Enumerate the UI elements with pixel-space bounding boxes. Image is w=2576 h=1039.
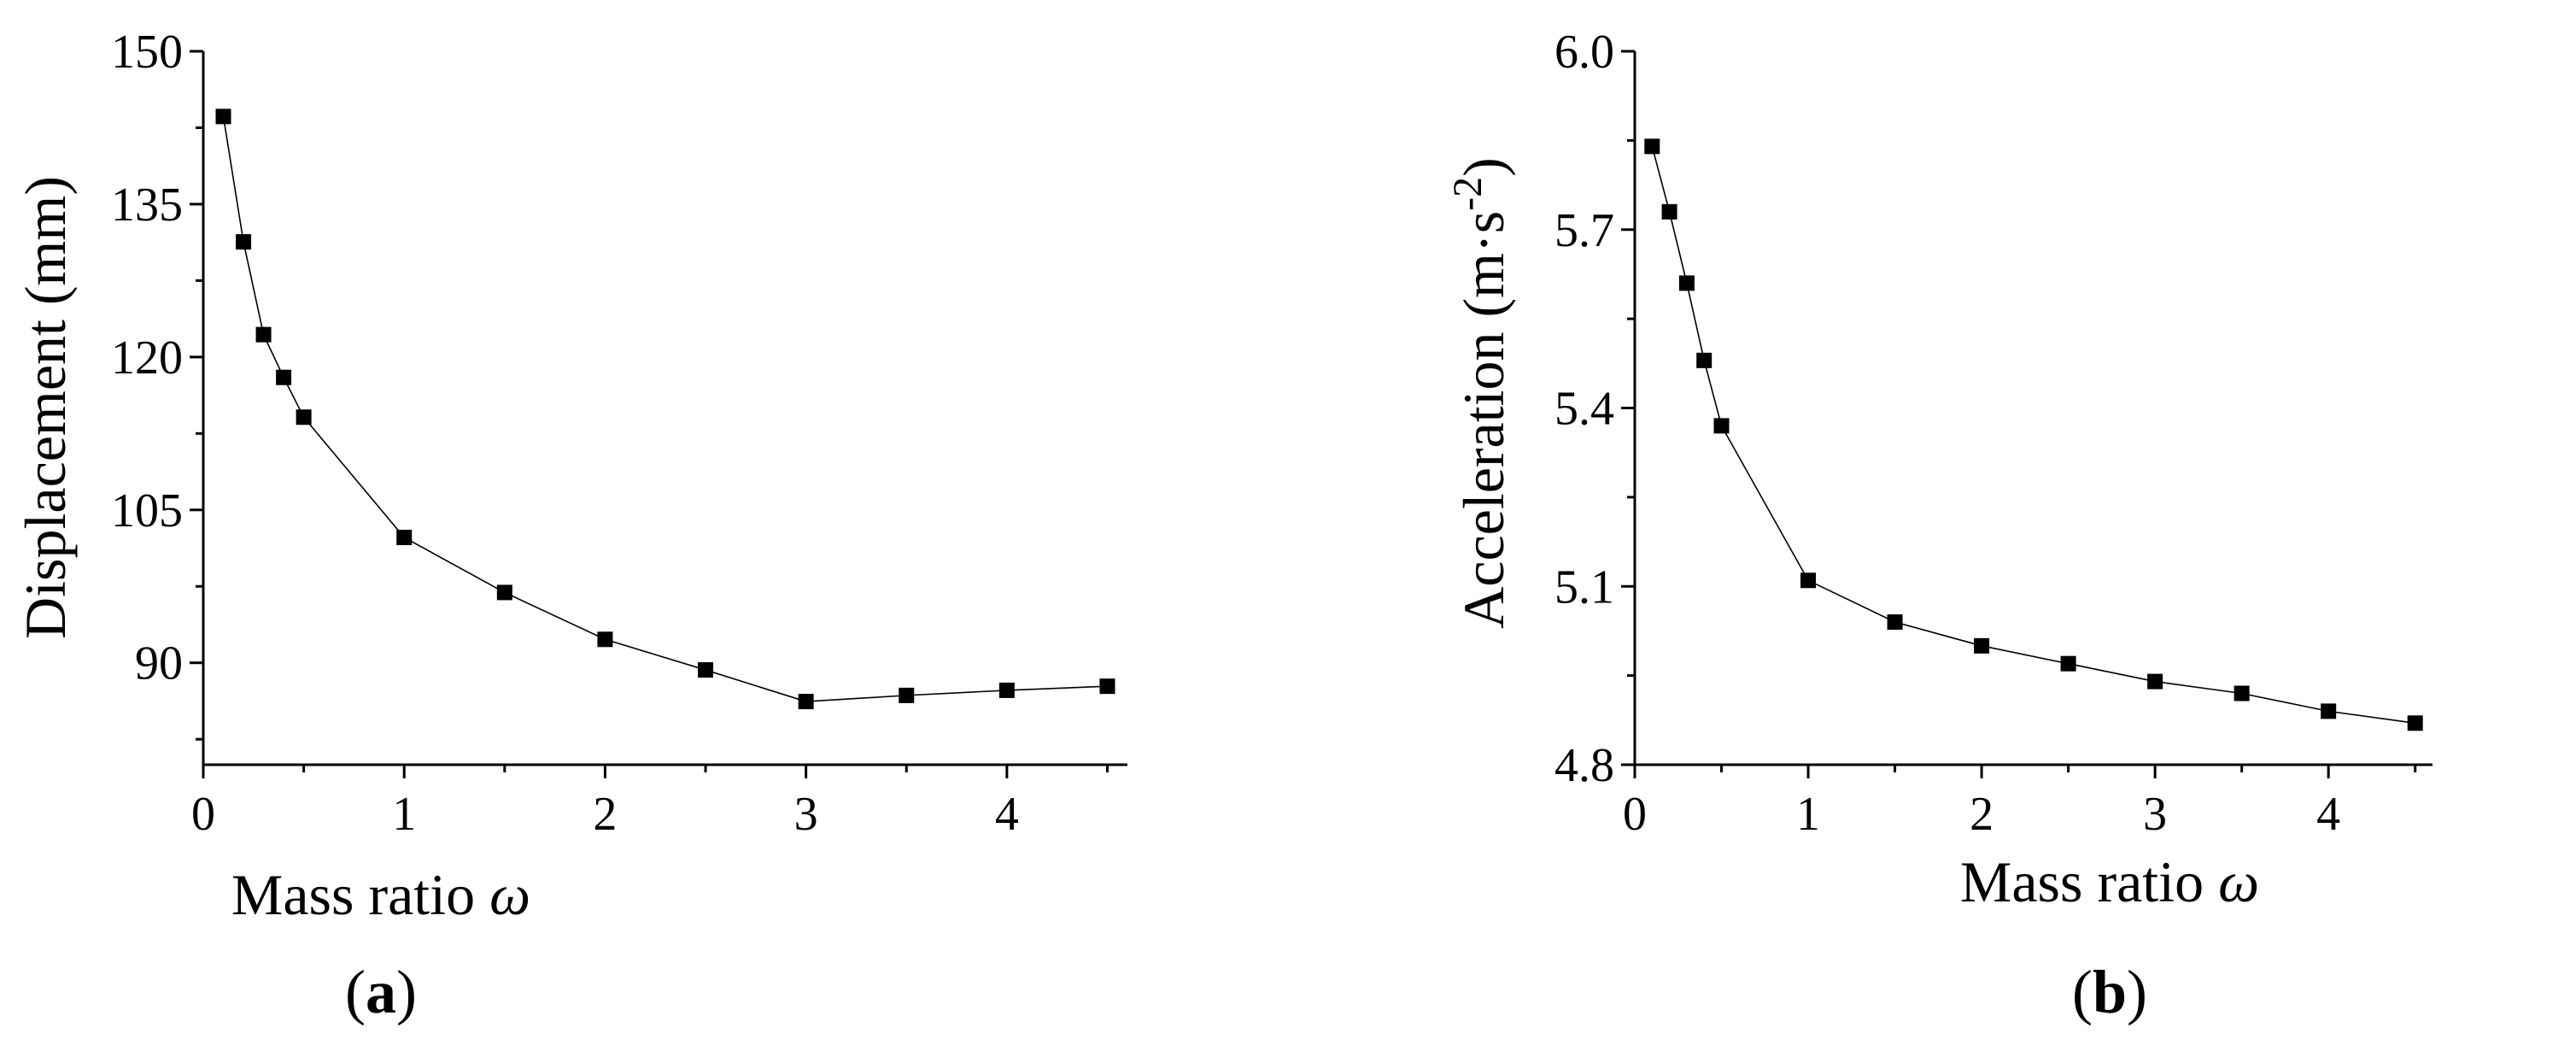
panel-a-x-tick-label: 1 — [392, 788, 416, 841]
panel-b-data-point — [1887, 614, 1903, 630]
panel-a-x-tick-label: 2 — [593, 788, 617, 841]
panel-a-data-point — [276, 369, 292, 385]
panel-a-data-point — [496, 584, 512, 601]
panel-a-x-tick-label: 0 — [191, 788, 215, 841]
panel-b-y-tick-label: 5.7 — [1554, 204, 1614, 257]
panel-a-y-tick-label: 150 — [111, 26, 183, 79]
panel-a-data-point — [597, 631, 613, 648]
panel-b-y-tick-label: 5.4 — [1554, 383, 1614, 436]
panel-b-caption: (b) — [2072, 958, 2147, 1026]
panel-a-data-point — [1099, 678, 1115, 695]
panel-b-x-tick-label: 4 — [2316, 788, 2340, 841]
panel-b-x-tick-label: 0 — [1623, 788, 1647, 841]
panel-b-series-line — [1651, 146, 2415, 725]
panel-b-x-tick-label: 1 — [1796, 788, 1820, 841]
panel-a-data-point — [998, 682, 1015, 698]
panel-a-data-point — [798, 694, 814, 710]
panel-a-displacement-chart: 0 1 2 3 4 90 105 120 135 150 Mass ratio ω Displac… — [13, 26, 1127, 1026]
panel-b-data-point — [1974, 637, 1990, 654]
panel-b-data-point — [1800, 572, 1817, 589]
panel-a-data-point — [215, 109, 231, 125]
panel-a-x-tick-label: 4 — [995, 788, 1019, 841]
panel-b-data-point — [1661, 203, 1677, 220]
panel-b-data-point — [1696, 352, 1712, 368]
panel-a-y-tick-label: 135 — [111, 179, 183, 232]
panel-b-data-point — [1713, 418, 1730, 434]
panel-a-xlabel: Mass ratio ω — [231, 862, 530, 927]
panel-b-data-point — [1678, 275, 1695, 291]
panel-a-data-point — [396, 529, 413, 545]
panel-a-y-tick-label: 90 — [135, 637, 183, 690]
panel-b-data-point — [2407, 715, 2423, 731]
panel-a-series-line — [222, 116, 1108, 702]
panel-b-x-tick-label: 3 — [2143, 788, 2167, 841]
panel-b-ylabel: Acceleration (m·s-2) — [1445, 157, 1516, 629]
panel-b-data-point — [2147, 673, 2163, 690]
panel-a-data-point — [236, 234, 252, 250]
panel-a-ylabel: Displacement (mm) — [13, 176, 78, 639]
panel-b-x-tick-label: 2 — [1970, 788, 1993, 841]
panel-b-y-tick-label: 4.8 — [1554, 739, 1614, 792]
panel-a-data-point — [698, 662, 714, 678]
panel-b-y-tick-label: 6.0 — [1554, 26, 1614, 79]
panel-b-data-point — [2060, 655, 2076, 672]
panel-b-data-point — [2321, 703, 2337, 719]
panel-a-caption: (a) — [345, 958, 417, 1026]
panel-b-acceleration-chart: 0 1 2 3 4 4.8 5.1 5.4 5.7 6.0 Mass ratio ω Accele… — [1445, 26, 2433, 1026]
panel-b-y-tick-label: 5.1 — [1554, 561, 1614, 613]
panel-a-data-point — [296, 409, 312, 426]
panel-b-data-point — [2234, 685, 2250, 701]
panel-b-data-point — [1644, 138, 1660, 155]
panel-b-xlabel: Mass ratio ω — [1960, 849, 2259, 914]
panel-a-y-tick-label: 105 — [111, 484, 183, 537]
panel-a-y-tick-label: 120 — [111, 332, 183, 384]
panel-a-data-point — [255, 326, 272, 343]
panel-a-data-point — [899, 687, 915, 703]
panel-a-x-tick-label: 3 — [794, 788, 818, 841]
